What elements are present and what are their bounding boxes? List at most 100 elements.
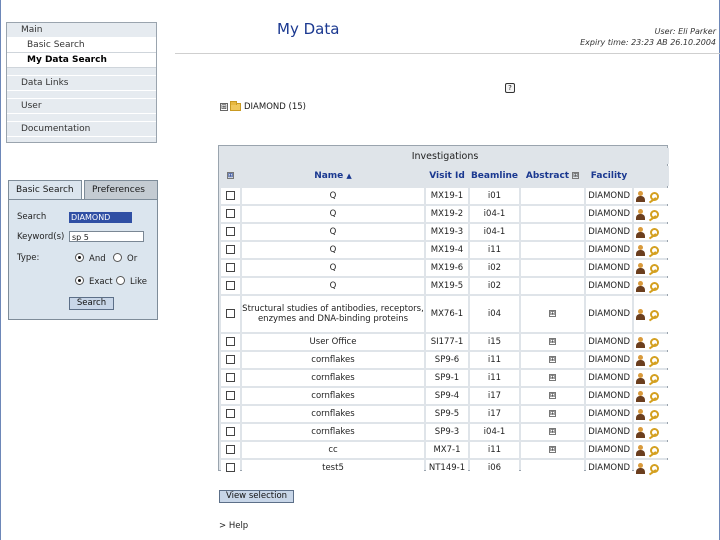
keywords-input[interactable]: sp 5 — [69, 231, 144, 242]
abstract-expand-icon[interactable]: ⊞ — [549, 428, 556, 435]
key-icon[interactable] — [648, 373, 659, 383]
row-checkbox[interactable] — [226, 337, 235, 346]
col-select-all[interactable]: ⊞ — [221, 166, 240, 186]
nav-my-data-search[interactable]: My Data Search — [7, 53, 156, 68]
row-checkbox[interactable] — [226, 263, 235, 272]
abstract-expand-icon[interactable]: ⊞ — [549, 356, 556, 363]
tab-basic-search[interactable]: Basic Search — [8, 180, 82, 200]
cell-name[interactable]: Q — [242, 242, 424, 258]
nav-documentation[interactable]: Documentation — [7, 122, 156, 137]
row-checkbox[interactable] — [226, 281, 235, 290]
investigator-icon[interactable] — [636, 208, 645, 220]
row-checkbox[interactable] — [226, 445, 235, 454]
col-facility-header[interactable]: Facility — [586, 166, 632, 186]
nav-data-links[interactable]: Data Links — [7, 76, 156, 91]
investigator-icon[interactable] — [636, 190, 645, 202]
abstract-expand-icon[interactable]: ⊞ — [549, 338, 556, 345]
cell-beamline: i02 — [470, 260, 519, 276]
investigator-icon[interactable] — [636, 336, 645, 348]
cell-name[interactable]: test5 — [242, 460, 424, 476]
row-checkbox[interactable] — [226, 427, 235, 436]
abstract-expand-icon[interactable]: ⊞ — [549, 392, 556, 399]
row-checkbox[interactable] — [226, 355, 235, 364]
key-icon[interactable] — [648, 409, 659, 419]
investigator-icon[interactable] — [636, 444, 645, 456]
key-icon[interactable] — [648, 263, 659, 273]
view-selection-button[interactable]: View selection — [219, 490, 294, 503]
key-icon[interactable] — [648, 245, 659, 255]
abstract-expand-icon[interactable]: ⊞ — [549, 410, 556, 417]
cell-name[interactable]: cornflakes — [242, 388, 424, 404]
row-checkbox[interactable] — [226, 191, 235, 200]
help-link[interactable]: > Help — [219, 521, 249, 531]
row-checkbox[interactable] — [226, 463, 235, 472]
abstract-expand-icon[interactable]: ⊞ — [549, 374, 556, 381]
row-checkbox[interactable] — [226, 209, 235, 218]
cell-name[interactable]: User Office — [242, 334, 424, 350]
help-icon[interactable]: ? — [505, 83, 515, 93]
col-beamline-header[interactable]: Beamline — [470, 166, 519, 186]
investigator-icon[interactable] — [636, 308, 645, 320]
cell-name[interactable]: cornflakes — [242, 352, 424, 368]
cell-name[interactable]: Q — [242, 224, 424, 240]
cell-name[interactable]: Q — [242, 206, 424, 222]
cell-name[interactable]: Q — [242, 260, 424, 276]
cell-name[interactable]: cc — [242, 442, 424, 458]
row-checkbox[interactable] — [226, 409, 235, 418]
cell-name[interactable]: cornflakes — [242, 370, 424, 386]
investigator-icon[interactable] — [636, 354, 645, 366]
tree-node-label[interactable]: DIAMOND (15) — [244, 102, 306, 112]
key-icon[interactable] — [648, 337, 659, 347]
key-icon[interactable] — [648, 391, 659, 401]
search-select[interactable]: DIAMOND — [69, 212, 132, 223]
cell-name[interactable]: Structural studies of antibodies, recept… — [242, 296, 424, 332]
investigator-icon[interactable] — [636, 408, 645, 420]
col-name-header[interactable]: Name ▲ — [242, 166, 424, 186]
cell-name[interactable]: cornflakes — [242, 406, 424, 422]
like-radio[interactable] — [116, 276, 125, 285]
col-abstract-label[interactable]: Abstract — [525, 171, 570, 181]
nav-user[interactable]: User — [7, 99, 156, 114]
abstract-toggle-icon[interactable]: ⊞ — [572, 172, 580, 179]
cell-name[interactable]: Q — [242, 278, 424, 294]
expand-all-icon[interactable]: ⊞ — [227, 172, 234, 179]
row-checkbox[interactable] — [226, 309, 235, 318]
search-button[interactable]: Search — [69, 297, 114, 310]
key-icon[interactable] — [648, 281, 659, 291]
nav-basic-search[interactable]: Basic Search — [7, 38, 156, 53]
key-icon[interactable] — [648, 463, 659, 473]
investigator-icon[interactable] — [636, 280, 645, 292]
abstract-expand-icon[interactable]: ⊞ — [549, 446, 556, 453]
row-checkbox[interactable] — [226, 373, 235, 382]
investigator-icon[interactable] — [636, 244, 645, 256]
investigator-icon[interactable] — [636, 262, 645, 274]
abstract-expand-icon[interactable]: ⊞ — [549, 310, 556, 317]
investigator-icon[interactable] — [636, 372, 645, 384]
col-abstract-header[interactable]: Abstract ⊞ — [521, 166, 584, 186]
expand-icon[interactable]: ⊞ — [220, 102, 228, 111]
investigator-icon[interactable] — [636, 390, 645, 402]
key-icon[interactable] — [648, 191, 659, 201]
key-icon[interactable] — [648, 227, 659, 237]
exact-radio[interactable] — [75, 276, 84, 285]
row-checkbox[interactable] — [226, 391, 235, 400]
key-icon[interactable] — [648, 445, 659, 455]
row-checkbox[interactable] — [226, 245, 235, 254]
col-visit-header[interactable]: Visit Id — [426, 166, 468, 186]
key-icon[interactable] — [648, 427, 659, 437]
row-checkbox[interactable] — [226, 227, 235, 236]
nav-main[interactable]: Main — [7, 23, 156, 38]
key-icon[interactable] — [648, 209, 659, 219]
investigator-icon[interactable] — [636, 426, 645, 438]
and-radio[interactable] — [75, 253, 84, 262]
investigator-icon[interactable] — [636, 462, 645, 474]
investigator-icon[interactable] — [636, 226, 645, 238]
tab-preferences[interactable]: Preferences — [84, 180, 158, 200]
col-name-label[interactable]: Name — [314, 171, 344, 181]
cell-name[interactable]: cornflakes — [242, 424, 424, 440]
key-icon[interactable] — [648, 355, 659, 365]
or-radio[interactable] — [113, 253, 122, 262]
key-icon[interactable] — [648, 309, 659, 319]
cell-name[interactable]: Q — [242, 188, 424, 204]
cell-facility: DIAMOND — [586, 296, 632, 332]
